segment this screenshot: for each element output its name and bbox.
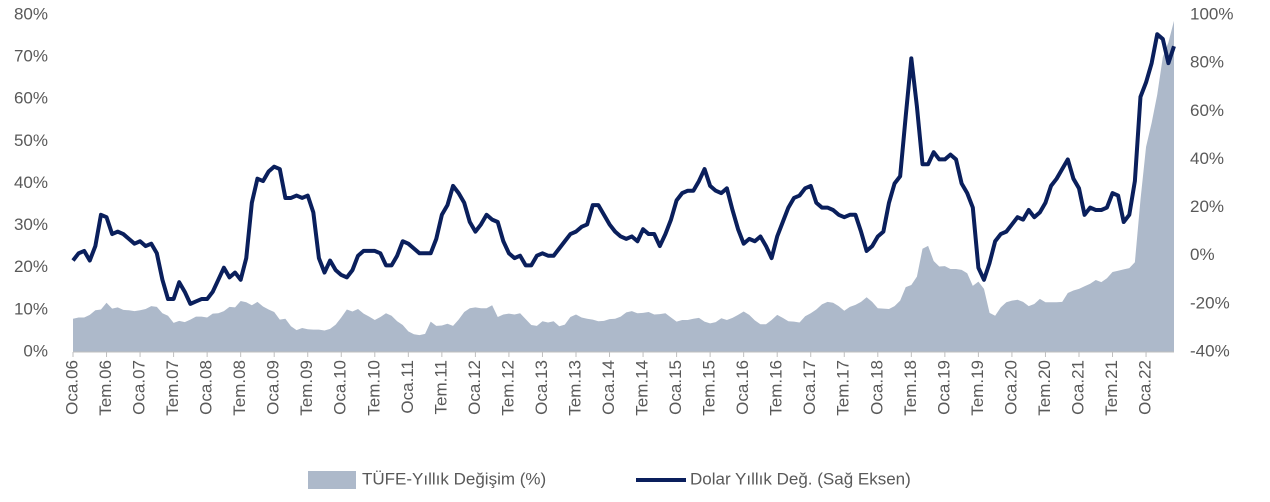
x-tick-label: Oca.18 <box>867 360 886 415</box>
y-tick-label: 20% <box>14 257 48 276</box>
x-tick-label: Tem.13 <box>565 360 584 416</box>
x-tick-label: Oca.14 <box>599 360 618 415</box>
x-tick-label: Oca.12 <box>465 360 484 415</box>
x-tick-label: Tem.19 <box>968 360 987 416</box>
x-tick-label: Oca.21 <box>1068 360 1087 415</box>
line <box>71 32 1176 306</box>
area <box>73 20 1174 353</box>
x-tick-label: Tem.17 <box>834 360 853 416</box>
x-tick-label: Oca.07 <box>130 360 149 415</box>
y-tick-label: 60% <box>14 89 48 108</box>
legend-swatch <box>308 471 356 489</box>
y-tick-label: 0% <box>23 341 48 360</box>
y-tick-label: 10% <box>14 299 48 318</box>
x-tick-label: Tem.18 <box>901 360 920 416</box>
x-tick-label: Tem.14 <box>633 360 652 416</box>
y2-tick-label: 100% <box>1190 4 1233 23</box>
x-tick-label: Oca.11 <box>398 360 417 414</box>
x-tick-label: Tem.09 <box>297 360 316 416</box>
x-tick-label: Oca.16 <box>733 360 752 415</box>
x-tick-label: Tem.16 <box>767 360 786 416</box>
x-tick-label: Tem.07 <box>163 360 182 416</box>
x-tick-label: Oca.15 <box>666 360 685 415</box>
x-tick-label: Oca.17 <box>800 360 819 415</box>
x-tick-label: Oca.06 <box>62 360 81 415</box>
y2-tick-label: 60% <box>1190 101 1224 120</box>
x-tick-label: Oca.08 <box>197 360 216 415</box>
y-tick-label: 70% <box>14 47 48 66</box>
legend-label: TÜFE-Yıllık Değişim (%) <box>362 469 546 488</box>
y2-tick-label: 80% <box>1190 53 1224 72</box>
y-tick-label: 50% <box>14 131 48 150</box>
x-tick-label: Oca.22 <box>1136 360 1155 415</box>
x-tick-label: Tem.15 <box>700 360 719 416</box>
y2-tick-label: 0% <box>1190 245 1215 264</box>
x-tick-label: Oca.09 <box>264 360 283 415</box>
x-tick-label: Tem.08 <box>230 360 249 416</box>
x-tick-label: Tem.21 <box>1102 360 1121 416</box>
x-tick-label: Tem.10 <box>364 360 383 416</box>
x-tick-label: Tem.11 <box>431 360 450 415</box>
x-tick-label: Tem.20 <box>1035 360 1054 416</box>
x-tick-label: Oca.10 <box>331 360 350 415</box>
x-tick-label: Oca.19 <box>934 360 953 415</box>
y-tick-label: 30% <box>14 215 48 234</box>
y-tick-label: 40% <box>14 173 48 192</box>
x-tick-label: Tem.06 <box>96 360 115 416</box>
y2-tick-label: 20% <box>1190 197 1224 216</box>
x-tick-label: Tem.12 <box>498 360 517 416</box>
y2-tick-label: -20% <box>1190 293 1230 312</box>
y2-tick-label: 40% <box>1190 149 1224 168</box>
y-tick-label: 80% <box>14 4 48 23</box>
x-tick-label: Oca.20 <box>1001 360 1020 415</box>
x-tick-label: Oca.13 <box>532 360 551 415</box>
y2-tick-label: -40% <box>1190 341 1230 360</box>
legend-label: Dolar Yıllık Değ. (Sağ Eksen) <box>690 469 911 488</box>
